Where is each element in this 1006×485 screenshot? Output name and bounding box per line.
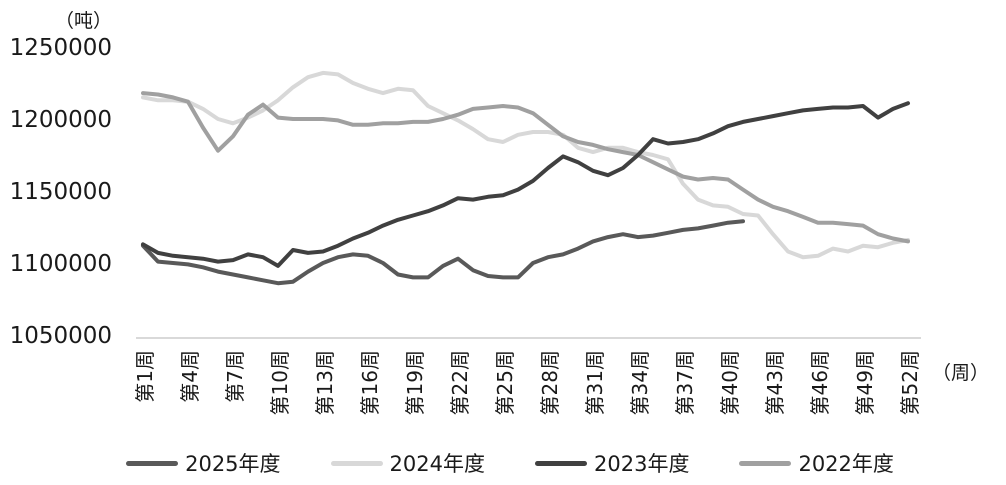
legend-item-2022年度: 2022年度 <box>739 448 894 478</box>
legend-item-2024年度: 2024年度 <box>330 448 485 478</box>
x-tick-label: 第13周 <box>313 350 337 415</box>
x-tick-label: 第22周 <box>448 350 472 415</box>
x-tick-label: 第1周 <box>133 350 157 403</box>
legend-label: 2024年度 <box>389 452 485 476</box>
x-axis-tick-labels: 第1周 第4周 第7周 第10周 第13周 第16周 第19周 第22周 第25周 第28周 第31… <box>133 350 922 415</box>
legend-line-swatch <box>330 460 383 466</box>
legend-line-swatch <box>535 460 587 466</box>
x-tick-label: 第4周 <box>178 350 202 403</box>
x-tick-label: 第46周 <box>808 350 832 415</box>
series-line-2022年度 <box>141 91 910 244</box>
series-line-2023年度 <box>141 101 910 268</box>
x-tick-label: 第7周 <box>223 350 247 403</box>
chart-legend: 2025年度 2024年度 2023年度 2022年度 <box>0 447 1006 479</box>
x-tick-label: 第25周 <box>493 350 517 415</box>
x-tick-label: 第31周 <box>583 350 607 415</box>
x-tick-label: 第43周 <box>763 350 787 415</box>
y-tick-label: 1250000 <box>10 35 112 61</box>
series-line-2024年度 <box>141 70 910 260</box>
y-tick-label: 1050000 <box>10 323 112 349</box>
series-line-2025年度 <box>141 219 745 286</box>
x-tick-label: 第28周 <box>538 350 562 415</box>
y-tick-label: 1200000 <box>10 107 112 133</box>
x-tick-label: 第37周 <box>673 350 697 415</box>
legend-line-swatch <box>126 460 179 466</box>
y-axis-unit-label: （吨） <box>54 10 112 32</box>
y-axis-tick-labels: 1250000 1200000 1150000 1100000 1050000 <box>10 35 112 349</box>
x-tick-label: 第19周 <box>403 350 427 415</box>
y-tick-label: 1150000 <box>10 179 112 205</box>
x-tick-label: 第10周 <box>268 350 292 415</box>
line-series-group <box>141 70 910 286</box>
x-tick-label: 第52周 <box>898 350 922 415</box>
x-tick-label: 第16周 <box>358 350 382 415</box>
x-tick-label: 第34周 <box>628 350 652 415</box>
legend-label: 2022年度 <box>798 452 894 476</box>
legend-item-2025年度: 2025年度 <box>126 448 281 478</box>
legend-label: 2025年度 <box>185 452 281 476</box>
legend-label: 2023年度 <box>594 452 690 476</box>
legend-line-swatch <box>739 460 792 466</box>
x-axis-unit-label: （周） <box>932 362 990 384</box>
x-tick-label: 第49周 <box>853 350 877 415</box>
x-tick-label: 第40周 <box>718 350 742 415</box>
legend-item-2023年度: 2023年度 <box>535 448 689 478</box>
y-tick-label: 1100000 <box>10 251 112 277</box>
